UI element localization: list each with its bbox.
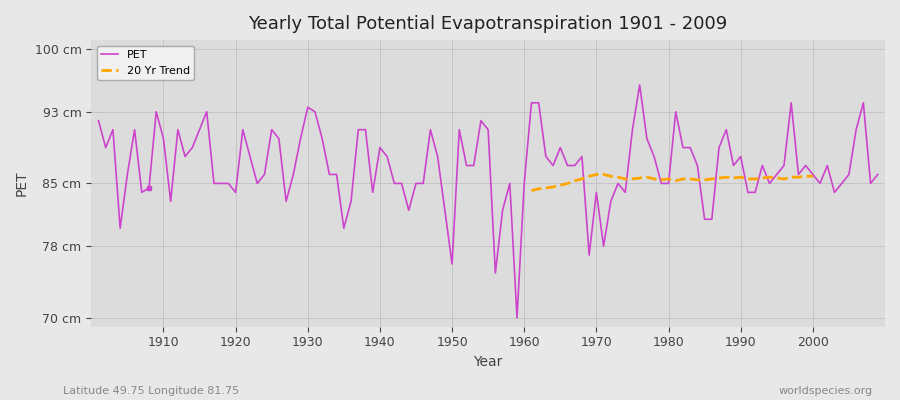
20 Yr Trend: [670, 178, 681, 183]
20 Yr Trend: [663, 176, 674, 181]
20 Yr Trend: [692, 178, 703, 182]
20 Yr Trend: [634, 176, 645, 180]
20 Yr Trend: [562, 181, 573, 186]
20 Yr Trend: [598, 172, 609, 177]
PET: [353, 127, 364, 132]
PET: [634, 82, 645, 87]
20 Yr Trend: [800, 174, 811, 179]
20 Yr Trend: [620, 176, 631, 181]
PET: [518, 181, 529, 186]
Line: 20 Yr Trend: 20 Yr Trend: [531, 174, 813, 190]
20 Yr Trend: [541, 186, 552, 190]
Text: worldspecies.org: worldspecies.org: [778, 386, 873, 396]
PET: [526, 100, 536, 105]
20 Yr Trend: [548, 184, 559, 189]
20 Yr Trend: [526, 188, 536, 193]
20 Yr Trend: [584, 174, 595, 179]
20 Yr Trend: [750, 176, 760, 181]
PET: [310, 109, 320, 114]
Y-axis label: PET: PET: [15, 171, 29, 196]
20 Yr Trend: [771, 176, 782, 180]
20 Yr Trend: [706, 176, 717, 181]
PET: [511, 315, 522, 320]
20 Yr Trend: [606, 174, 616, 179]
20 Yr Trend: [642, 175, 652, 180]
20 Yr Trend: [721, 175, 732, 180]
X-axis label: Year: Year: [473, 355, 503, 369]
20 Yr Trend: [678, 176, 688, 181]
20 Yr Trend: [714, 176, 724, 180]
20 Yr Trend: [591, 172, 602, 177]
20 Yr Trend: [627, 176, 638, 181]
Legend: PET, 20 Yr Trend: PET, 20 Yr Trend: [97, 46, 194, 80]
20 Yr Trend: [757, 176, 768, 180]
PET: [872, 172, 883, 177]
20 Yr Trend: [807, 174, 818, 179]
PET: [151, 109, 162, 114]
20 Yr Trend: [742, 176, 753, 181]
PET: [93, 118, 104, 123]
20 Yr Trend: [764, 175, 775, 180]
PET: [613, 181, 624, 186]
Title: Yearly Total Potential Evapotranspiration 1901 - 2009: Yearly Total Potential Evapotranspiratio…: [248, 15, 728, 33]
20 Yr Trend: [728, 176, 739, 180]
20 Yr Trend: [570, 178, 580, 183]
20 Yr Trend: [786, 175, 796, 180]
20 Yr Trend: [778, 176, 789, 181]
20 Yr Trend: [685, 176, 696, 181]
20 Yr Trend: [533, 186, 544, 191]
20 Yr Trend: [555, 183, 566, 188]
20 Yr Trend: [577, 176, 588, 181]
Text: Latitude 49.75 Longitude 81.75: Latitude 49.75 Longitude 81.75: [63, 386, 239, 396]
Line: PET: PET: [98, 85, 878, 318]
20 Yr Trend: [656, 178, 667, 182]
20 Yr Trend: [613, 175, 624, 180]
20 Yr Trend: [649, 176, 660, 181]
20 Yr Trend: [793, 175, 804, 180]
20 Yr Trend: [735, 175, 746, 180]
20 Yr Trend: [699, 178, 710, 182]
